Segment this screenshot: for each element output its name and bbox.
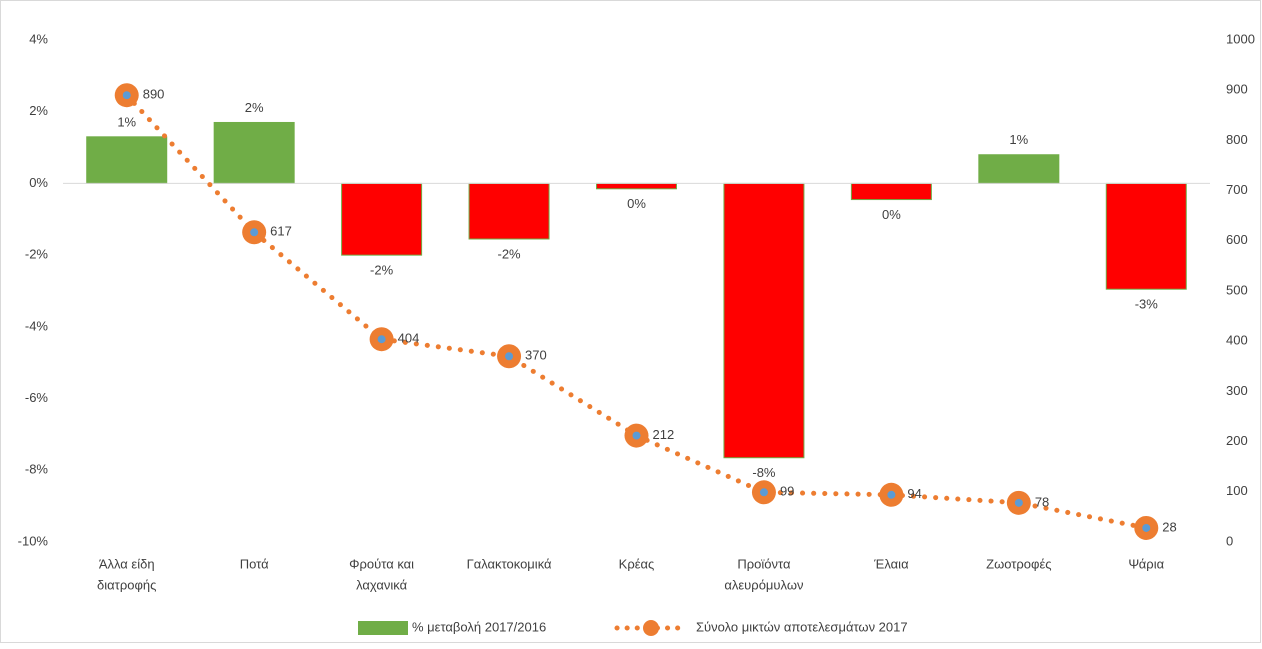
line-value-label: 404 [398, 331, 420, 346]
legend-bar-swatch [358, 621, 408, 635]
line-value-label: 28 [1162, 519, 1176, 534]
y-left-tick-label: 2% [29, 103, 48, 118]
y-right-tick-label: 800 [1226, 132, 1248, 147]
legend-line-marker [643, 620, 659, 636]
line-value-label: 94 [907, 486, 921, 501]
y-left-tick-label: -8% [25, 462, 49, 477]
line-value-label: 99 [780, 484, 794, 499]
y-left-tick-label: -2% [25, 247, 49, 262]
bar-value-label: 0% [882, 207, 901, 222]
x-tick-label: Κρέας [619, 556, 655, 571]
bar-value-label: -2% [370, 263, 394, 278]
legend: % μεταβολή 2017/2016 Σύνολο μικτών αποτελ… [358, 619, 908, 636]
line-point-inner [505, 352, 514, 361]
y-right-tick-label: 500 [1226, 282, 1248, 297]
x-tick-label: αλευρόμυλων [724, 577, 803, 592]
bar [468, 182, 550, 240]
y-right-tick-label: 700 [1226, 182, 1248, 197]
line-value-label: 370 [525, 348, 547, 363]
bar [978, 154, 1060, 184]
y-left-tick-label: -4% [25, 318, 49, 333]
bar-data-labels: 1% 2% -2% -2% 0% -8% 0% 1% -3% [117, 100, 1158, 480]
bar [86, 136, 168, 184]
x-tick-label: Φρούτα και [349, 556, 414, 571]
y-left-tick-label: 4% [29, 31, 48, 46]
line-point-inner [887, 490, 896, 499]
bar-value-label: -2% [497, 246, 521, 261]
bar [341, 182, 423, 256]
line-value-label: 78 [1035, 494, 1049, 509]
legend-bar-label: % μεταβολή 2017/2016 [412, 619, 546, 634]
x-tick-label: Προϊόντα [737, 556, 791, 571]
x-tick-label: Άλλα είδη [99, 556, 155, 571]
bar [850, 182, 932, 201]
line-point-inner [1014, 498, 1023, 507]
x-tick-label: Γαλακτοκομικά [467, 556, 552, 571]
line-point-inner [377, 335, 386, 344]
y-right-tick-label: 300 [1226, 383, 1248, 398]
left-axis: 4% 2% 0% -2% -4% -6% -8% -10% [18, 31, 49, 548]
bar-value-label: -3% [1135, 297, 1159, 312]
line-value-label: 890 [143, 87, 165, 102]
x-tick-label: Έλαια [873, 556, 909, 571]
line-series [114, 83, 1159, 540]
y-left-tick-label: -10% [18, 533, 49, 548]
bar [596, 182, 677, 190]
bar-value-label: 1% [117, 114, 136, 129]
bar-value-label: 2% [245, 100, 264, 115]
line-point-inner [250, 228, 259, 237]
bar-value-label: 1% [1009, 132, 1028, 147]
y-right-tick-label: 400 [1226, 333, 1248, 348]
line-value-label: 212 [653, 427, 675, 442]
line-data-labels: 890 617 404 370 212 99 94 78 28 [143, 87, 1177, 535]
y-left-tick-label: -6% [25, 390, 49, 405]
bar [213, 121, 295, 184]
bar-value-label: 0% [627, 196, 646, 211]
bar-value-label: -8% [752, 465, 776, 480]
y-left-tick-label: 0% [29, 175, 48, 190]
line-point-inner [632, 431, 641, 440]
x-tick-label: λαχανικά [356, 577, 408, 592]
x-tick-label: Ποτά [240, 556, 269, 571]
line-point-inner [1142, 523, 1151, 532]
y-right-tick-label: 0 [1226, 533, 1233, 548]
y-right-tick-label: 1000 [1226, 31, 1255, 46]
legend-line-label: Σύνολο μικτών αποτελεσμάτων 2017 [696, 619, 908, 634]
x-tick-label: Ψάρια [1128, 556, 1164, 571]
bar-series [86, 121, 1187, 459]
y-right-tick-label: 900 [1226, 82, 1248, 97]
y-right-tick-label: 200 [1226, 433, 1248, 448]
x-axis-labels: Άλλα είδη διατροφής Ποτά Φρούτα και λαχανικά… [97, 556, 1165, 592]
bar [1105, 182, 1187, 290]
line-point-inner [759, 488, 768, 497]
x-tick-label: διατροφής [97, 577, 156, 592]
bar [723, 182, 805, 459]
line-value-label: 617 [270, 224, 292, 239]
y-right-tick-label: 600 [1226, 232, 1248, 247]
y-right-tick-label: 100 [1226, 483, 1248, 498]
x-tick-label: Ζωοτροφές [986, 556, 1051, 571]
line-point-inner [122, 91, 131, 100]
